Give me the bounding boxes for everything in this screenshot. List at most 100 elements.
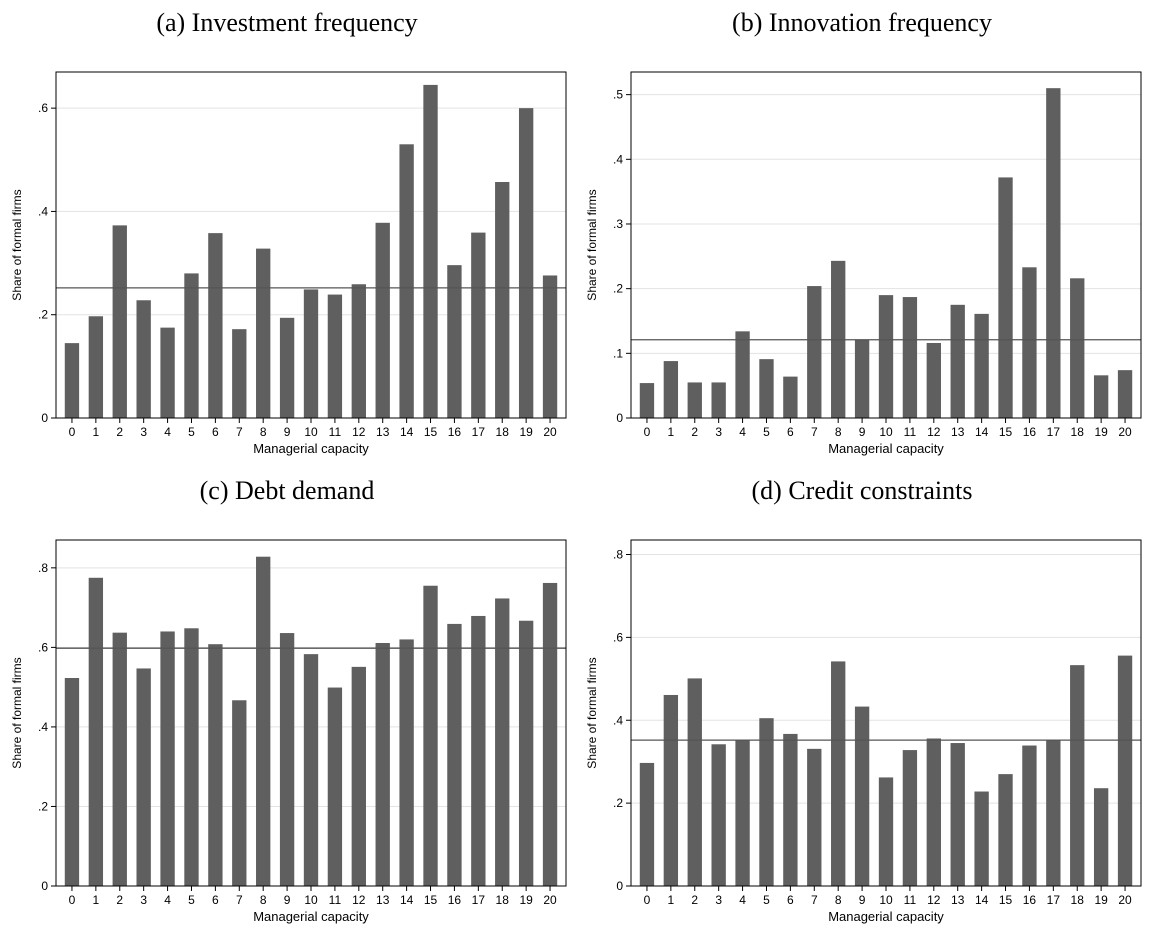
y-tick-label: 0 [616, 411, 623, 425]
bar [854, 339, 870, 418]
x-tick-label: 16 [1023, 893, 1037, 907]
bar [1093, 375, 1109, 418]
y-tick-label: 0 [41, 411, 48, 425]
bar [878, 295, 894, 418]
x-tick-label: 12 [352, 425, 366, 439]
bar [184, 628, 199, 886]
x-tick-label: 6 [787, 425, 794, 439]
x-tick-label: 15 [424, 425, 438, 439]
x-tick-label: 20 [543, 893, 557, 907]
bar [1117, 370, 1133, 418]
x-tick-label: 7 [811, 425, 818, 439]
bar [136, 668, 151, 886]
bar [783, 376, 798, 418]
bar [878, 777, 894, 886]
panel-title: (c) Debt demand [199, 476, 375, 505]
x-tick-label: 11 [329, 893, 342, 907]
x-tick-label: 9 [859, 425, 866, 439]
bar [518, 108, 534, 418]
bar [232, 700, 247, 886]
y-tick-label: .5 [613, 88, 623, 102]
bar [423, 585, 438, 886]
x-tick-label: 2 [691, 893, 698, 907]
x-tick-label: 12 [927, 425, 941, 439]
x-tick-label: 19 [1094, 893, 1108, 907]
x-axis-label: Managerial capacity [253, 909, 369, 924]
x-tick-label: 9 [284, 425, 291, 439]
bar [974, 791, 989, 886]
x-tick-label: 1 [668, 425, 675, 439]
bar [256, 556, 271, 886]
y-tick-label: .6 [613, 630, 623, 644]
panel-credit-constraints: (d) Credit constraints 0.2.4.6.8 0 1 2 3 4 5 6 7… [575, 468, 1149, 935]
x-tick-label: 17 [472, 425, 486, 439]
x-tick-label: 8 [835, 893, 842, 907]
x-tick-label: 18 [496, 893, 510, 907]
panel-title: (a) Investment frequency [156, 8, 418, 37]
x-tick-label: 7 [236, 893, 243, 907]
x-tick-label: 8 [835, 425, 842, 439]
bar-chart-debt: 0.2.4.6.80 1 2 3 4 5 6 7 8 9 10 11 12 13 14 15 16 17 18 19 2… [10, 539, 567, 924]
x-tick-label: 18 [1071, 425, 1085, 439]
bar [759, 359, 774, 418]
y-axis-label: Share of formal firms [585, 189, 599, 300]
x-tick-label: 10 [304, 425, 318, 439]
x-tick-label: 9 [284, 893, 291, 907]
x-tick-label: 10 [304, 893, 318, 907]
bar [1022, 267, 1037, 418]
bar [711, 382, 726, 418]
bar [471, 615, 486, 886]
x-tick-label: 20 [543, 425, 557, 439]
y-axis-label: Share of formal firms [10, 657, 24, 768]
x-tick-label: 14 [400, 425, 414, 439]
bar [399, 144, 414, 418]
x-tick-label: 3 [140, 425, 147, 439]
bar [327, 687, 343, 886]
y-tick-label: .2 [613, 282, 623, 296]
bar [303, 654, 319, 886]
y-tick-label: .6 [38, 101, 48, 115]
x-tick-label: 16 [448, 425, 462, 439]
bar [495, 598, 510, 886]
y-axis-label: Share of formal firms [10, 189, 24, 300]
x-tick-label: 0 [69, 425, 76, 439]
bar [735, 739, 750, 886]
x-tick-label: 5 [763, 425, 770, 439]
bar [902, 297, 918, 418]
bar [902, 750, 918, 886]
bar [926, 342, 941, 418]
x-tick-label: 0 [69, 893, 76, 907]
x-tick-label: 17 [1047, 893, 1061, 907]
bar [663, 694, 679, 886]
x-tick-label: 9 [859, 893, 866, 907]
x-tick-label: 17 [472, 893, 486, 907]
x-tick-label: 16 [1023, 425, 1037, 439]
x-tick-label: 10 [879, 425, 893, 439]
bar [831, 661, 846, 886]
bar [88, 316, 104, 418]
x-tick-label: 19 [1094, 425, 1108, 439]
bar [447, 265, 462, 418]
x-tick-label: 12 [927, 893, 941, 907]
x-tick-label: 14 [400, 893, 414, 907]
x-axis-label: Managerial capacity [828, 441, 944, 456]
bar [256, 248, 271, 418]
bar [160, 631, 175, 886]
y-axis-label: Share of formal firms [585, 657, 599, 768]
bar [64, 678, 80, 886]
bar [327, 294, 343, 418]
y-tick-label: .4 [38, 720, 48, 734]
x-tick-label: 16 [448, 893, 462, 907]
bar [279, 317, 295, 418]
x-tick-label: 19 [519, 425, 533, 439]
y-tick-label: .2 [38, 799, 48, 813]
bar [1070, 665, 1085, 886]
x-tick-label: 3 [715, 893, 722, 907]
bar [807, 286, 822, 418]
x-tick-label: 17 [1047, 425, 1061, 439]
x-tick-label: 20 [1118, 425, 1132, 439]
x-tick-label: 5 [188, 893, 195, 907]
x-tick-label: 1 [93, 425, 100, 439]
x-tick-label: 3 [715, 425, 722, 439]
y-tick-label: .3 [613, 217, 623, 231]
